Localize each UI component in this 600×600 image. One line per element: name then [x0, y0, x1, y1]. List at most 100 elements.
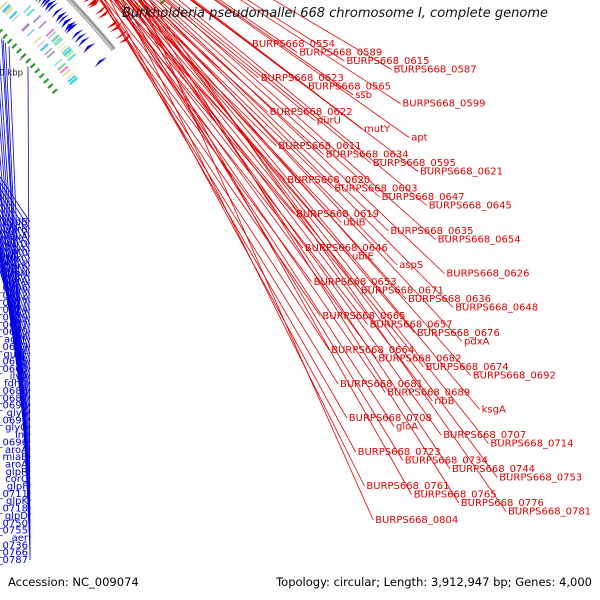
forward-gene-label: BURPS668_0646	[305, 243, 388, 254]
forward-gene-label: BURPS668_0657	[370, 320, 453, 331]
forward-label-leader	[131, 0, 412, 495]
reverse-gene-arrow	[51, 7, 64, 19]
forward-label-leader	[143, 0, 463, 342]
reverse-gene-label: lnt	[15, 430, 28, 441]
forward-gene-label: BURPS668_0647	[382, 192, 465, 203]
forward-label-leader	[213, 0, 410, 138]
reverse-gene-label: miaB	[2, 452, 28, 463]
feature-block	[40, 43, 49, 52]
forward-gene-label: BURPS668_0765	[414, 490, 497, 501]
inner-ring-dot	[38, 72, 45, 79]
feature-block	[33, 35, 42, 44]
forward-label-leader	[140, 0, 460, 504]
feature-block	[61, 46, 71, 55]
reverse-gene-label: glpR	[6, 467, 28, 478]
reverse-label-leader	[0, 244, 31, 326]
reverse-gene-label: glyQ	[5, 423, 28, 434]
forward-gene-label: BURPS668_0692	[473, 371, 556, 382]
kbp-tick-label: 750 kbp	[0, 69, 23, 79]
reverse-gene-label: BURPS668_0787	[0, 555, 28, 566]
reverse-gene-label: BURPS668_0686	[0, 386, 28, 397]
forward-label-leader	[148, 0, 389, 232]
forward-gene-label: ksgA	[482, 405, 506, 416]
reverse-label-leader	[27, 66, 31, 561]
feature-block	[9, 10, 18, 20]
inner-ring-dot	[47, 83, 54, 89]
reverse-gene-label: aer	[12, 533, 29, 544]
reverse-gene-arrow	[74, 32, 87, 44]
forward-gene-label: BURPS668_0648	[455, 303, 538, 314]
forward-label-leader	[122, 0, 351, 257]
forward-label-leader	[155, 0, 445, 274]
reverse-label-leader	[8, 46, 31, 553]
feature-block	[38, 20, 47, 29]
forward-label-leader	[191, 0, 363, 130]
reverse-gene-label: BURPS668_0711	[0, 489, 28, 500]
reverse-gene-arrow	[64, 21, 77, 33]
feature-block	[53, 37, 62, 45]
feature-block	[65, 72, 74, 81]
forward-gene-arrow	[88, 0, 99, 9]
forward-gene-label: BURPS668_0744	[452, 464, 535, 475]
feature-block	[0, 0, 2, 5]
forward-gene-label: apt	[411, 133, 427, 144]
forward-label-leader	[219, 0, 298, 53]
reverse-gene-label: BURPS668_0736	[0, 540, 28, 551]
kbp-tick-layer: 450 kbp500 kbp550 kbp600 kbp650 kbp700 k…	[0, 0, 166, 94]
reverse-gene-label: corC	[5, 474, 28, 485]
forward-gene-label: BURPS668_0587	[394, 65, 477, 76]
forward-gene-label: BURPS668_0634	[326, 150, 409, 161]
reverse-gene-arrow	[77, 36, 90, 48]
forward-gene-label: gloA	[396, 422, 418, 433]
reverse-gene-arrow	[61, 17, 73, 29]
feature-block	[53, 58, 63, 67]
forward-gene-label: BURPS668_0734	[405, 456, 488, 467]
forward-gene-label: BURPS668_0761	[366, 481, 449, 492]
reverse-gene-arrow	[40, 0, 47, 7]
reverse-gene-label: nirD	[7, 239, 28, 250]
forward-label-leader	[117, 0, 360, 291]
inner-ring-dot	[2, 33, 8, 40]
forward-gene-label: BURPS668_0723	[358, 447, 441, 458]
forward-label-leader	[101, 0, 312, 283]
reverse-gene-label: BURPS668_0696	[0, 437, 28, 448]
forward-gene-label: BURPS668_0611	[278, 141, 361, 152]
forward-label-leader	[167, 0, 316, 121]
forward-label-leader	[120, 0, 365, 487]
forward-label-leader	[172, 0, 372, 164]
inner-ring-dot	[34, 67, 41, 74]
feature-block	[26, 8, 35, 17]
reverse-gene-label: hisC	[7, 254, 28, 265]
reverse-label-leader	[0, 240, 31, 318]
reverse-gene-label: cydB	[3, 217, 28, 228]
reverse-gene-arrow	[35, 0, 38, 2]
feature-block	[23, 5, 32, 14]
feature-block	[26, 28, 35, 37]
forward-gene-label: BURPS668_0603	[334, 184, 417, 195]
forward-gene-arrow	[94, 4, 107, 16]
forward-label-leader	[113, 0, 386, 393]
forward-gene-label: BURPS668_0635	[390, 226, 473, 237]
reverse-gene-arrow	[57, 13, 70, 25]
forward-gene-arrow	[86, 0, 97, 7]
forward-gene-label: BURPS668_0623	[261, 73, 344, 84]
chromosome-backbone	[66, 0, 116, 52]
forward-label-leader	[139, 0, 398, 266]
forward-gene-label: ubiE	[352, 252, 374, 263]
reverse-gene-label: pth	[11, 246, 28, 257]
reverse-gene-arrow	[44, 0, 57, 12]
reverse-gene-label: glpK	[6, 496, 28, 507]
forward-gene-label: BURPS668_0674	[426, 362, 509, 373]
forward-gene-label: mutY	[364, 124, 391, 135]
backbone-highlight	[67, 0, 114, 51]
forward-gene-label: BURPS668_0654	[438, 235, 521, 246]
feature-block	[67, 74, 77, 83]
feature-block	[54, 38, 63, 47]
forward-gene-label: BURPS668_0589	[299, 48, 382, 59]
feature-block	[59, 65, 69, 74]
forward-gene-label: BURPS668_0622	[270, 107, 353, 118]
reverse-label-leader	[0, 256, 31, 348]
reverse-gene-label: BURPS668_0687	[0, 393, 28, 404]
reverse-gene-label: BURPS668_0718	[0, 504, 28, 515]
inner-ring-dot	[0, 28, 4, 34]
